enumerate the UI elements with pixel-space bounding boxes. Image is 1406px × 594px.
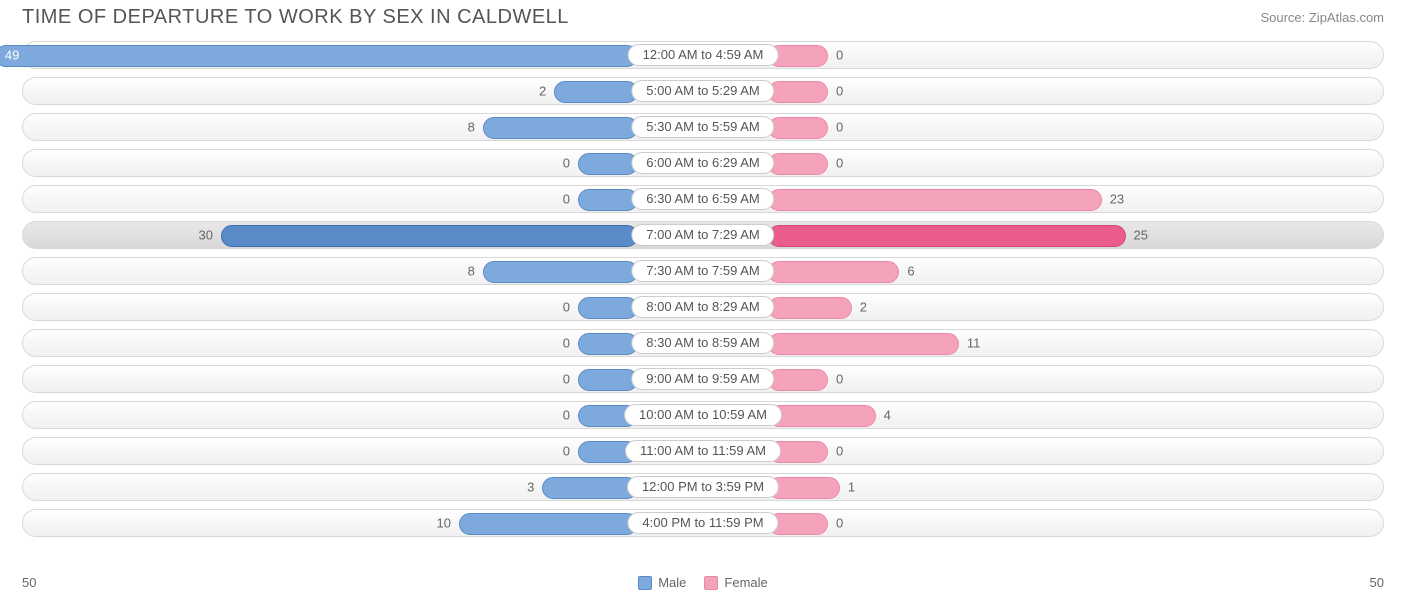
female-bar: [768, 81, 828, 103]
female-bar: [768, 405, 876, 427]
data-row: 8:00 AM to 8:29 AM 0 2: [22, 293, 1384, 321]
female-bar: [768, 153, 828, 175]
legend-male-swatch: [638, 576, 652, 590]
female-bar: [768, 117, 828, 139]
chart-header: TIME OF DEPARTURE TO WORK BY SEX IN CALD…: [0, 0, 1406, 33]
male-bar: [0, 45, 638, 67]
male-value: 0: [550, 192, 570, 207]
female-value: 0: [836, 120, 843, 135]
male-bar: [578, 333, 638, 355]
time-range-label: 12:00 PM to 3:59 PM: [627, 476, 779, 498]
male-value: 8: [455, 264, 475, 279]
time-range-label: 4:00 PM to 11:59 PM: [627, 512, 778, 534]
female-value: 0: [836, 444, 843, 459]
data-row: 5:30 AM to 5:59 AM 8 0: [22, 113, 1384, 141]
female-bar: [768, 369, 828, 391]
female-value: 0: [836, 372, 843, 387]
time-range-label: 6:30 AM to 6:59 AM: [631, 188, 774, 210]
time-range-label: 6:00 AM to 6:29 AM: [631, 152, 774, 174]
data-row: 4:00 PM to 11:59 PM 10 0: [22, 509, 1384, 537]
female-value: 6: [907, 264, 914, 279]
male-value: 0: [550, 372, 570, 387]
time-range-label: 12:00 AM to 4:59 AM: [628, 44, 779, 66]
chart-body: 12:00 AM to 4:59 AM4905:00 AM to 5:29 AM…: [0, 33, 1406, 537]
legend-female-label: Female: [724, 575, 767, 590]
legend: Male Female: [638, 575, 768, 590]
female-value: 0: [836, 156, 843, 171]
data-row: 6:00 AM to 6:29 AM 0 0: [22, 149, 1384, 177]
axis-max-right: 50: [1370, 575, 1384, 590]
chart-title: TIME OF DEPARTURE TO WORK BY SEX IN CALD…: [22, 6, 569, 29]
legend-male-label: Male: [658, 575, 686, 590]
chart-footer: 50 Male Female 50: [22, 575, 1384, 590]
male-value: 0: [550, 156, 570, 171]
male-bar: [483, 261, 638, 283]
male-bar: [554, 81, 638, 103]
chart-source: Source: ZipAtlas.com: [1260, 10, 1384, 25]
male-value: 0: [550, 300, 570, 315]
male-bar: [578, 369, 638, 391]
time-range-label: 11:00 AM to 11:59 AM: [625, 440, 781, 462]
female-bar: [768, 261, 899, 283]
female-bar: [768, 225, 1126, 247]
female-value: 0: [836, 516, 843, 531]
time-range-label: 9:00 AM to 9:59 AM: [631, 368, 774, 390]
male-value: 0: [550, 336, 570, 351]
data-row: 10:00 AM to 10:59 AM 0 4: [22, 401, 1384, 429]
male-bar: [221, 225, 638, 247]
time-range-label: 10:00 AM to 10:59 AM: [624, 404, 782, 426]
male-value: 10: [431, 516, 451, 531]
male-value: 8: [455, 120, 475, 135]
data-row: 5:00 AM to 5:29 AM 2 0: [22, 77, 1384, 105]
male-bar: [578, 189, 638, 211]
time-range-label: 7:30 AM to 7:59 AM: [631, 260, 774, 282]
female-value: 25: [1134, 228, 1148, 243]
male-value: 0: [550, 444, 570, 459]
data-row: 8:30 AM to 8:59 AM 0 11: [22, 329, 1384, 357]
male-bar: [459, 513, 638, 535]
data-row: 11:00 AM to 11:59 AM 0 0: [22, 437, 1384, 465]
data-row: 7:30 AM to 7:59 AM 8 6: [22, 257, 1384, 285]
data-row: 12:00 AM to 4:59 AM490: [22, 41, 1384, 69]
data-row: 9:00 AM to 9:59 AM 0 0: [22, 365, 1384, 393]
female-value: 2: [860, 300, 867, 315]
male-bar: [578, 153, 638, 175]
data-row: 7:00 AM to 7:29 AM 30 25: [22, 221, 1384, 249]
time-range-label: 7:00 AM to 7:29 AM: [631, 224, 774, 246]
male-bar: [542, 477, 638, 499]
legend-male: Male: [638, 575, 686, 590]
female-value: 4: [884, 408, 891, 423]
female-value: 23: [1110, 192, 1124, 207]
legend-female-swatch: [704, 576, 718, 590]
male-value: 0: [550, 408, 570, 423]
female-value: 11: [967, 336, 981, 351]
female-bar: [768, 189, 1102, 211]
male-value: 2: [526, 84, 546, 99]
legend-female: Female: [704, 575, 767, 590]
female-value: 0: [836, 48, 843, 63]
male-value: 49: [5, 48, 19, 63]
male-value: 30: [193, 228, 213, 243]
time-range-label: 5:00 AM to 5:29 AM: [631, 80, 774, 102]
data-row: 6:30 AM to 6:59 AM 0 23: [22, 185, 1384, 213]
time-range-label: 8:00 AM to 8:29 AM: [631, 296, 774, 318]
time-range-label: 5:30 AM to 5:59 AM: [631, 116, 774, 138]
axis-max-left: 50: [22, 575, 36, 590]
male-value: 3: [514, 480, 534, 495]
male-bar: [483, 117, 638, 139]
time-range-label: 8:30 AM to 8:59 AM: [631, 332, 774, 354]
female-bar: [768, 297, 852, 319]
female-value: 0: [836, 84, 843, 99]
male-bar: [578, 297, 638, 319]
female-bar: [768, 333, 959, 355]
data-row: 12:00 PM to 3:59 PM 3 1: [22, 473, 1384, 501]
female-value: 1: [848, 480, 855, 495]
